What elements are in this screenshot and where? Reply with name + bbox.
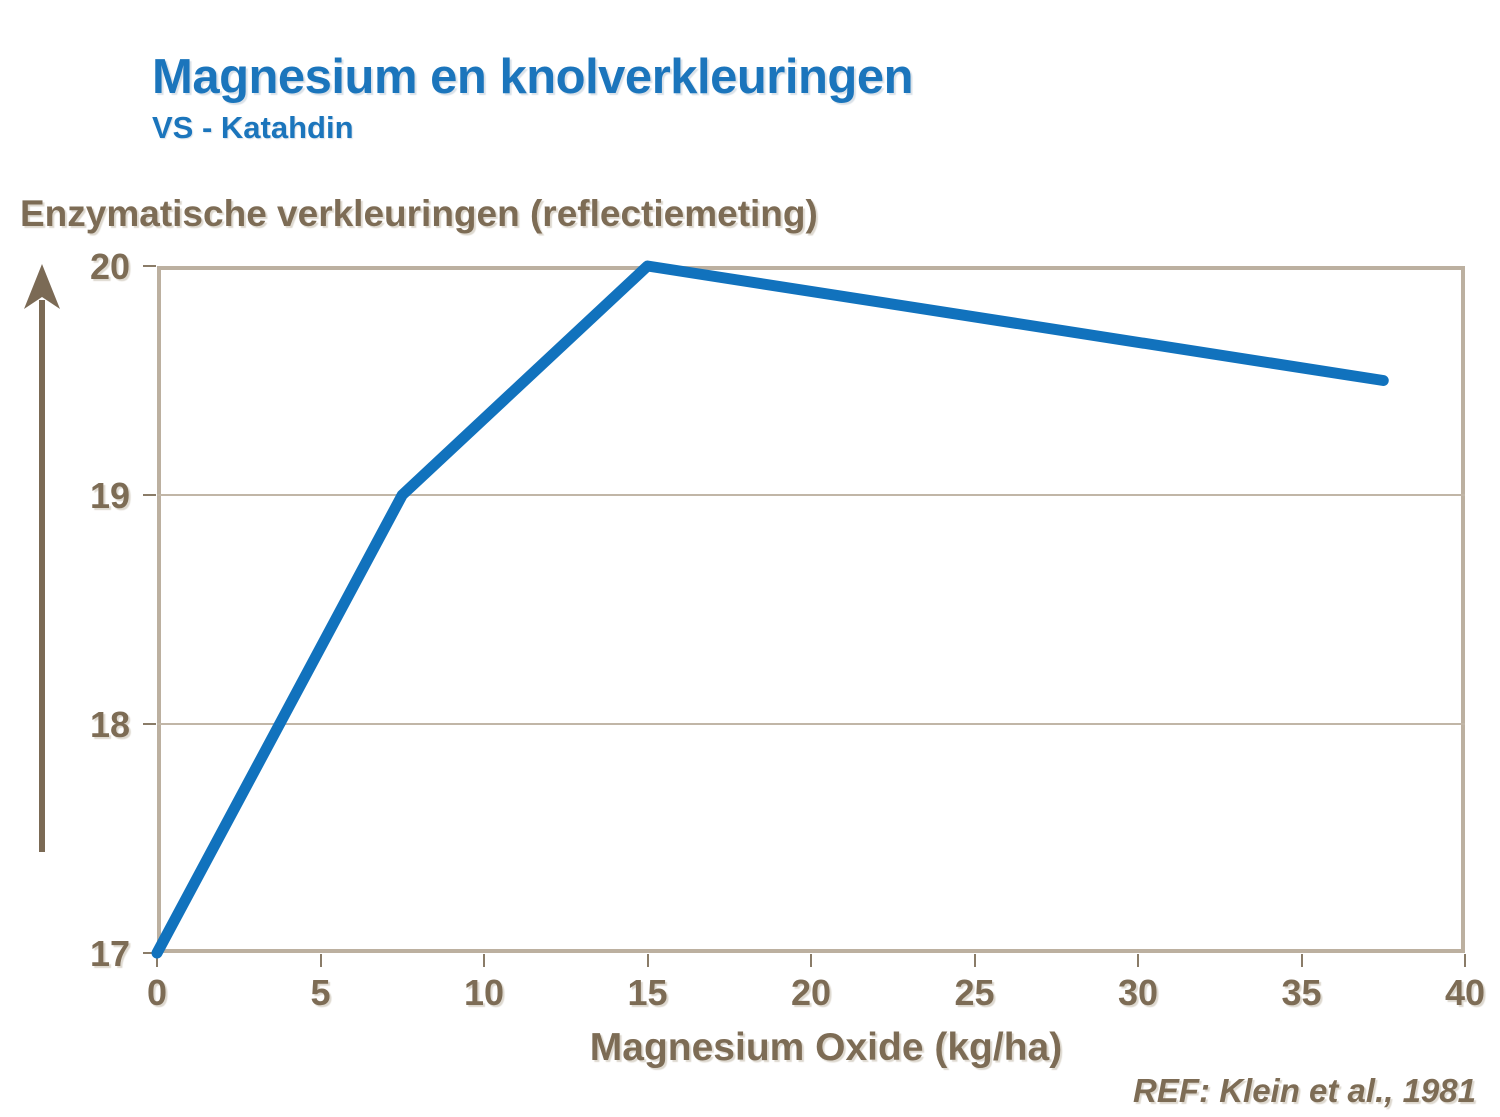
x-tick-mark bbox=[156, 954, 158, 967]
y-tick-mark bbox=[143, 723, 156, 725]
y-tick-label: 18 bbox=[89, 704, 130, 745]
x-tick-label: 10 bbox=[463, 972, 505, 1013]
x-axis-title: Magnesium Oxide (kg/ha) bbox=[589, 1026, 1063, 1069]
x-tick-mark bbox=[483, 954, 485, 967]
x-tick-label: 0 bbox=[146, 972, 168, 1013]
x-tick-mark bbox=[646, 954, 649, 967]
page-title: Magnesium en knolverkleuringen bbox=[152, 50, 914, 104]
y-tick-mark bbox=[143, 494, 156, 496]
x-tick-label: 30 bbox=[1117, 972, 1159, 1013]
y-gridline bbox=[157, 494, 1465, 496]
reference-note: REF: Klein et al., 1981 bbox=[1133, 1072, 1476, 1109]
y-axis-title: Enzymatische verkleuringen (reflectiemet… bbox=[20, 193, 818, 234]
x-tick-label: 20 bbox=[790, 972, 832, 1013]
x-tick-label: 25 bbox=[954, 972, 995, 1013]
x-tick-mark bbox=[1464, 954, 1466, 967]
x-tick-label: 5 bbox=[310, 972, 331, 1013]
page-subtitle: VS - Katahdin bbox=[152, 110, 354, 145]
y-gridline bbox=[157, 723, 1465, 725]
plot-area bbox=[157, 266, 1465, 953]
y-tick-mark bbox=[143, 952, 156, 954]
y-tick-label: 17 bbox=[89, 933, 130, 974]
x-tick-label: 35 bbox=[1281, 972, 1322, 1013]
y-tick-label: 19 bbox=[89, 475, 130, 516]
x-tick-label: 40 bbox=[1444, 972, 1486, 1013]
x-tick-label: 15 bbox=[627, 972, 668, 1013]
x-tick-mark bbox=[973, 954, 976, 967]
x-tick-mark bbox=[319, 954, 322, 967]
y-tick-label: 20 bbox=[89, 246, 130, 287]
y-axis-arrow-icon bbox=[24, 264, 60, 852]
y-tick-mark bbox=[143, 265, 156, 267]
data-line-vs-katahdin bbox=[151, 260, 1389, 959]
x-tick-mark bbox=[1137, 954, 1139, 967]
x-tick-mark bbox=[810, 954, 812, 967]
x-tick-mark bbox=[1300, 954, 1303, 967]
